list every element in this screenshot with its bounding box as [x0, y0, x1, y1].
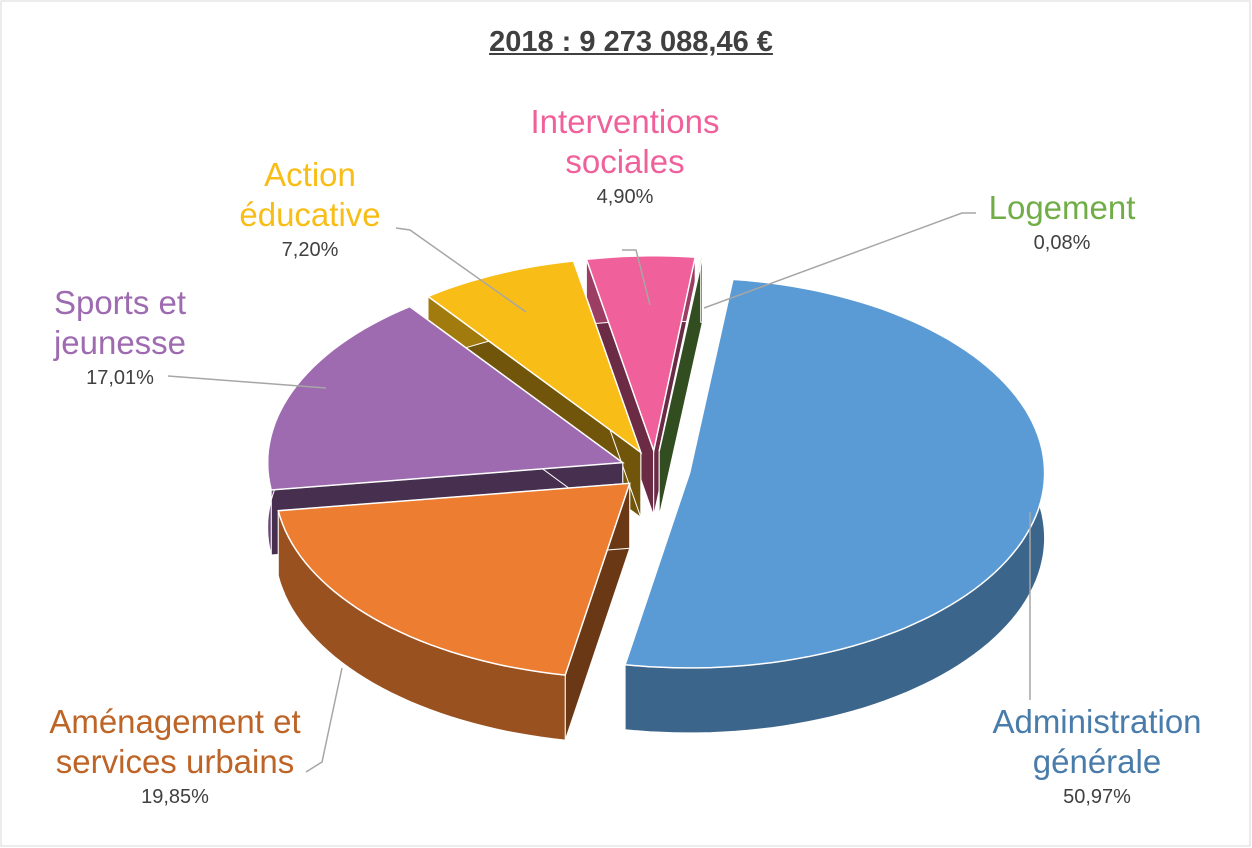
value-label: 0,08%	[1033, 232, 1091, 254]
pie	[266, 255, 1046, 741]
value-label: 50,97%	[1063, 786, 1131, 808]
leader-line	[305, 667, 343, 773]
slice	[277, 482, 631, 676]
slice	[266, 305, 625, 491]
slice	[585, 255, 697, 454]
slice	[426, 260, 643, 455]
value-label: 4,90%	[596, 186, 654, 208]
category-label: Logement	[988, 189, 1136, 226]
category-label: Aménagement et services urbains	[49, 703, 301, 780]
leader-line	[622, 249, 651, 306]
slice-label: Logement 0,08%	[952, 188, 1172, 256]
slice-label: Administration générale 50,97%	[952, 702, 1242, 810]
leader-line	[395, 227, 527, 313]
value-label: 19,85%	[141, 786, 209, 808]
slice-label: Aménagement et services urbains 19,85%	[20, 702, 330, 810]
slice-label: Action éducative 7,20%	[215, 155, 405, 263]
category-label: Interventions sociales	[530, 103, 720, 180]
category-label: Sports et jeunesse	[53, 284, 187, 361]
slice-label: Interventions sociales 4,90%	[490, 102, 760, 210]
slice-label: Sports et jeunesse 17,01%	[30, 283, 210, 391]
chart-title: 2018 : 9 273 088,46 €	[489, 26, 773, 58]
leader-line	[703, 212, 976, 309]
slice	[658, 256, 704, 452]
leader-lines	[167, 212, 1031, 773]
value-label: 17,01%	[86, 367, 154, 389]
category-label: Administration générale	[992, 703, 1202, 780]
category-label: Action éducative	[239, 156, 381, 233]
slice	[624, 278, 1046, 669]
leader-line	[167, 375, 327, 389]
value-label: 7,20%	[281, 239, 339, 261]
